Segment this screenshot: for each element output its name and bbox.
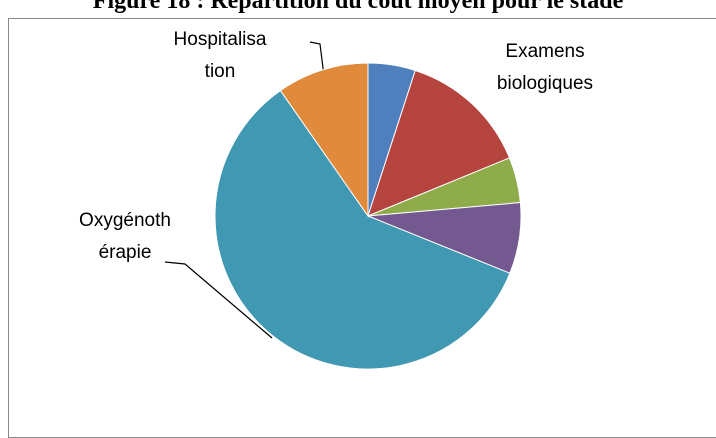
chart [164, 41, 522, 370]
slice-label: Examens biologiques [496, 41, 594, 94]
page: {"chart_data": {"type": "pie", "title": … [8, 0, 716, 438]
pie-slice [214, 89, 511, 370]
leader-line [164, 261, 273, 339]
pie-slice [367, 69, 511, 217]
pie-slice [279, 62, 369, 218]
slice-label: Hospitalisa tion [173, 29, 267, 82]
slice-label: Oxygénoth érapie [79, 210, 171, 263]
chart-title: Figure 18 : Répartition du coût moyen po… [92, 0, 624, 14]
